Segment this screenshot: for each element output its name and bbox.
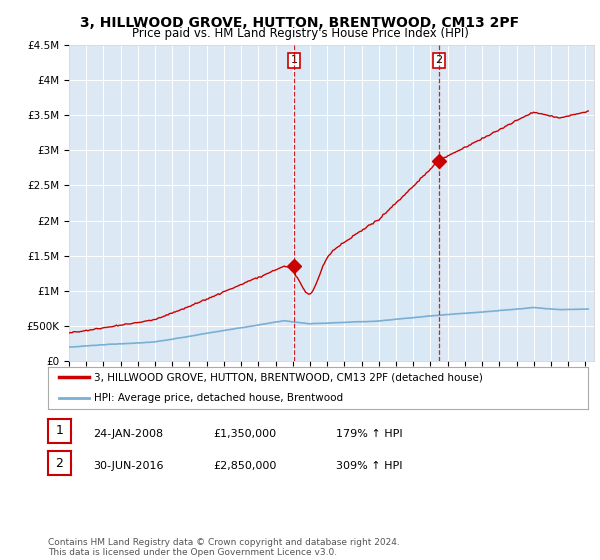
Text: 2: 2 [55,457,64,470]
Text: 24-JAN-2008: 24-JAN-2008 [93,429,163,439]
Text: 1: 1 [55,424,64,437]
Text: Price paid vs. HM Land Registry's House Price Index (HPI): Price paid vs. HM Land Registry's House … [131,27,469,40]
Text: £1,350,000: £1,350,000 [213,429,276,439]
Text: 3, HILLWOOD GROVE, HUTTON, BRENTWOOD, CM13 2PF (detached house): 3, HILLWOOD GROVE, HUTTON, BRENTWOOD, CM… [94,372,483,382]
Text: £2,850,000: £2,850,000 [213,461,277,472]
Text: Contains HM Land Registry data © Crown copyright and database right 2024.
This d: Contains HM Land Registry data © Crown c… [48,538,400,557]
Text: 2: 2 [436,55,443,66]
Bar [294,45,439,361]
Text: 1: 1 [290,55,298,66]
Text: HPI: Average price, detached house, Brentwood: HPI: Average price, detached house, Bren… [94,393,343,403]
Text: 179% ↑ HPI: 179% ↑ HPI [336,429,403,439]
Text: 3, HILLWOOD GROVE, HUTTON, BRENTWOOD, CM13 2PF: 3, HILLWOOD GROVE, HUTTON, BRENTWOOD, CM… [80,16,520,30]
Text: 309% ↑ HPI: 309% ↑ HPI [336,461,403,472]
Text: 30-JUN-2016: 30-JUN-2016 [93,461,163,472]
